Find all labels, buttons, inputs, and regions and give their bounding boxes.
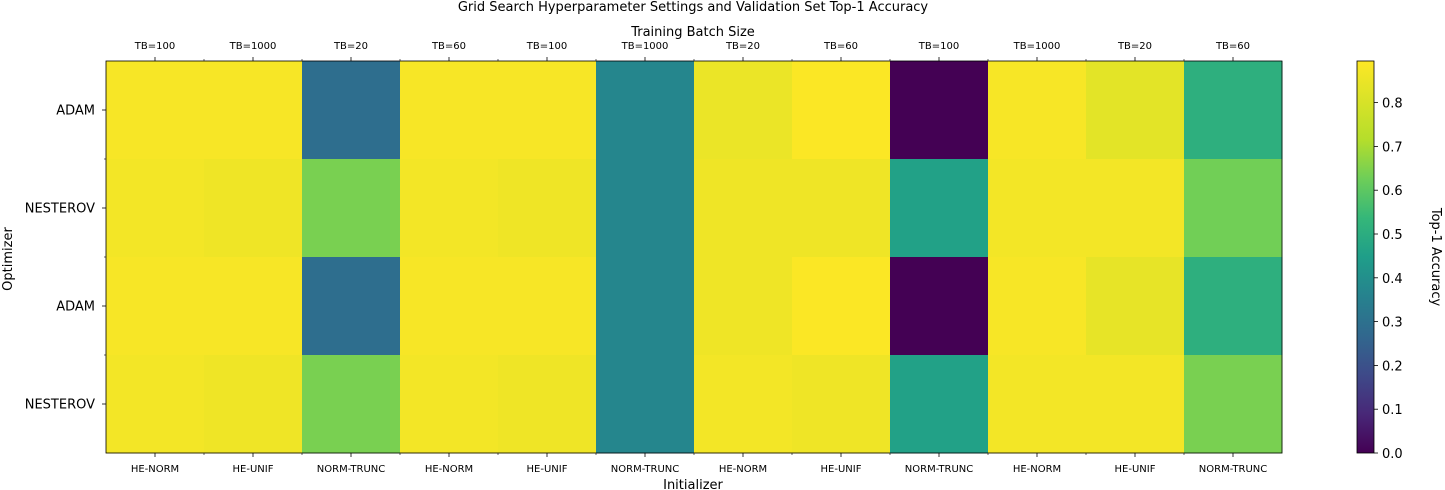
x2-tick-label: TB=60: [823, 41, 858, 52]
heatmap-cell: [400, 159, 499, 258]
heatmap-cell: [106, 61, 205, 160]
heatmap-cell: [1184, 257, 1283, 356]
x-tick-label: HE-NORM: [131, 464, 179, 475]
heatmap-cell: [1184, 355, 1283, 454]
x-tick-label: HE-UNIF: [821, 464, 862, 475]
heatmap-cell: [792, 257, 891, 356]
x-tick-label: HE-UNIF: [233, 464, 274, 475]
heatmap-cell: [498, 355, 597, 454]
x-axis-label: Initializer: [663, 478, 723, 490]
heatmap-cell: [890, 159, 989, 258]
colorbar-gradient: [1356, 60, 1375, 454]
heatmap-cell: [302, 257, 401, 356]
heatmap-cell: [988, 257, 1087, 356]
heatmap-cell: [1086, 257, 1185, 356]
colorbar-tick-label: 0.6: [1382, 184, 1403, 199]
heatmap-cell: [596, 61, 695, 160]
heatmap-cell: [596, 355, 695, 454]
colorbar-tick-label: 0.2: [1382, 359, 1403, 374]
heatmap-cell: [302, 159, 401, 258]
heatmap-cell: [890, 61, 989, 160]
x2-tick-label: TB=60: [1215, 41, 1250, 52]
heatmap-cell: [890, 257, 989, 356]
x-tick-label: HE-NORM: [719, 464, 767, 475]
x2-tick-label: TB=20: [333, 41, 368, 52]
heatmap-cell: [792, 355, 891, 454]
x-tick-label: NORM-TRUNC: [905, 464, 973, 475]
y-tick-label: NESTEROV: [25, 398, 95, 413]
heatmap-cell: [694, 355, 793, 454]
heatmap-cell: [988, 355, 1087, 454]
colorbar-tick-label: 0.8: [1382, 97, 1403, 112]
colorbar-tick-label: 0.3: [1382, 316, 1403, 331]
x-tick-label: HE-NORM: [425, 464, 473, 475]
colorbar-tick-label: 0.5: [1382, 228, 1403, 243]
heatmap-cell: [792, 159, 891, 258]
heatmap-cell: [106, 257, 205, 356]
heatmap-cell: [694, 61, 793, 160]
heatmap-cells: [106, 61, 1283, 454]
heatmap-cell: [400, 61, 499, 160]
x2-tick-label: TB=100: [918, 41, 959, 52]
heatmap-cell: [596, 257, 695, 356]
heatmap-cell: [204, 61, 303, 160]
y-tick-label: NESTEROV: [25, 202, 95, 217]
heatmap-cell: [1184, 159, 1283, 258]
colorbar-label: Top-1 Accuracy: [1428, 207, 1443, 307]
heatmap-cell: [400, 257, 499, 356]
y-tick-label: ADAM: [56, 300, 95, 315]
x-tick-label: HE-UNIF: [1115, 464, 1156, 475]
heatmap-cell: [988, 61, 1087, 160]
x-tick-label: NORM-TRUNC: [611, 464, 679, 475]
x2-tick-label: TB=100: [526, 41, 567, 52]
heatmap-cell: [694, 159, 793, 258]
x-tick-label: NORM-TRUNC: [317, 464, 385, 475]
heatmap-axes: HE-NORM TB=100 HE-UNIF TB=1000 NORM-TRUNC TB=…: [25, 41, 1283, 475]
heatmap-cell: [1086, 159, 1185, 258]
heatmap-cell: [1086, 355, 1185, 454]
x2-tick-label: TB=100: [134, 41, 175, 52]
heatmap-cell: [498, 159, 597, 258]
heatmap-cell: [498, 61, 597, 160]
heatmap-cell: [596, 159, 695, 258]
x-tick-label: HE-NORM: [1013, 464, 1061, 475]
x2-tick-label: TB=1000: [229, 41, 277, 52]
heatmap-cell: [204, 257, 303, 356]
y-axis-label: Optimizer: [1, 227, 16, 291]
y-tick-label: ADAM: [56, 104, 95, 119]
heatmap-cell: [792, 61, 891, 160]
heatmap-cell: [1184, 61, 1283, 160]
heatmap-cell: [106, 355, 205, 454]
heatmap-cell: [988, 159, 1087, 258]
heatmap-cell: [694, 257, 793, 356]
x2-tick-label: TB=1000: [1013, 41, 1061, 52]
heatmap-cell: [400, 355, 499, 454]
x-tick-label: HE-UNIF: [527, 464, 568, 475]
x2-tick-label: TB=1000: [621, 41, 669, 52]
x2-tick-label: TB=20: [725, 41, 760, 52]
x2-tick-label: TB=20: [1117, 41, 1152, 52]
colorbar-tick-label: 0.4: [1382, 272, 1403, 287]
chart-title: Grid Search Hyperparameter Settings and …: [458, 0, 929, 15]
heatmap-cell: [1086, 61, 1185, 160]
heatmap-cell: [204, 159, 303, 258]
heatmap-cell: [302, 61, 401, 160]
x2-tick-label: TB=60: [431, 41, 466, 52]
heatmap-cell: [498, 257, 597, 356]
colorbar-tick-label: 0.1: [1382, 403, 1403, 418]
x-tick-label: NORM-TRUNC: [1199, 464, 1267, 475]
heatmap-cell: [204, 355, 303, 454]
colorbar: 0.0 0.1 0.2 0.3 0.4 0.5 0.6 0.7 0.8: [1356, 60, 1403, 462]
x2-axis-label: Training Batch Size: [630, 25, 755, 40]
colorbar-tick-label: 0.7: [1382, 140, 1403, 155]
heatmap-cell: [890, 355, 989, 454]
colorbar-tick-label: 0.0: [1382, 447, 1403, 462]
heatmap-cell: [302, 355, 401, 454]
heatmap-cell: [106, 159, 205, 258]
